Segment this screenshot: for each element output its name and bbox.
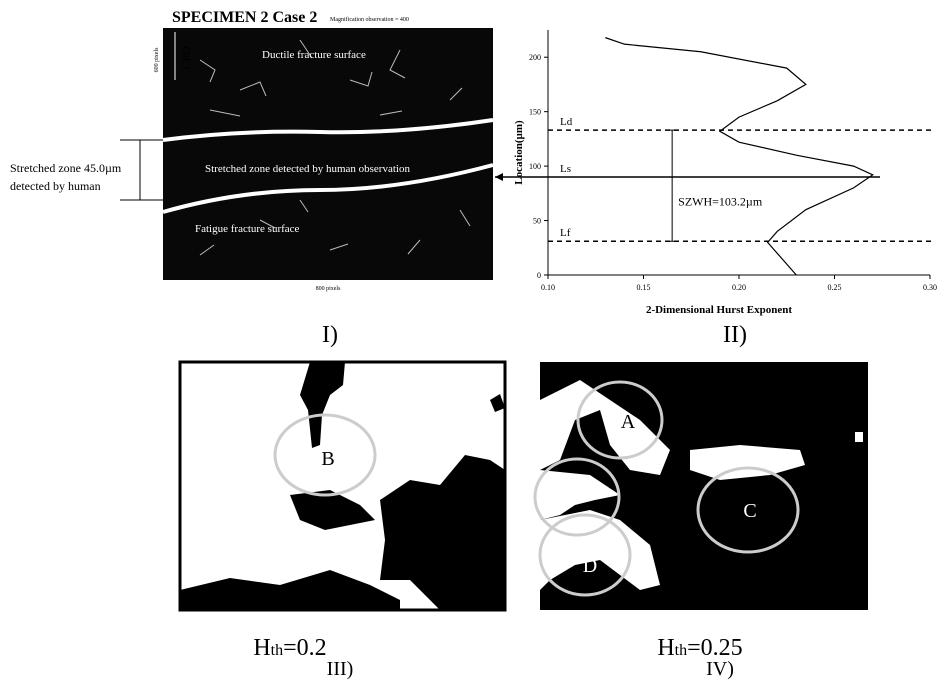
annotation: detected by human: [10, 179, 101, 193]
region-label: Stretched zone detected by human observa…: [205, 163, 410, 175]
region-label: Ductile fracture surface: [262, 49, 366, 61]
magnification: Magnification observation = 400: [330, 16, 409, 23]
caption: I): [322, 322, 338, 348]
arrow-head: [495, 173, 503, 181]
circle-label: A: [621, 411, 636, 433]
y-tick-label: 100: [529, 162, 541, 171]
y-tick-label: 150: [529, 108, 541, 117]
width-label: 800 pixels: [316, 286, 341, 292]
x-tick-label: 0.20: [732, 283, 746, 292]
caption: IV): [706, 658, 734, 680]
axes: [548, 30, 930, 275]
region-label: Fatigue fracture surface: [195, 223, 300, 235]
circle-label: B: [321, 448, 334, 470]
annotation: Stretched zone 45.0µm: [10, 161, 122, 175]
reference-label: Ld: [560, 116, 573, 128]
height-label: 600 pixels: [154, 47, 160, 72]
panel-title: SPECIMEN 2 Case 2: [172, 9, 317, 26]
y-tick-label: 0: [537, 271, 541, 280]
x-tick-label: 0.30: [923, 283, 937, 292]
bracket: [120, 140, 163, 200]
span-bracket: [667, 130, 677, 241]
figure: SPECIMEN 2 Case 2 Magnification observat…: [0, 0, 943, 682]
cpd-label: CPD: [179, 46, 193, 70]
caption: III): [327, 658, 354, 680]
y-tick-label: 200: [529, 53, 541, 62]
y-tick-label: 50: [533, 217, 541, 226]
circle-label: D: [583, 555, 597, 577]
circle-label: C: [743, 500, 756, 522]
line: [605, 38, 872, 275]
y-axis-label: Location(µm): [513, 120, 525, 185]
threshold: Hth=0.2: [253, 635, 326, 661]
caption: II): [723, 322, 747, 348]
x-axis-label: 2-Dimensional Hurst Exponent: [646, 304, 792, 316]
annotation: SZWH=103.2µm: [678, 195, 763, 209]
x-tick-label: 0.25: [828, 283, 842, 292]
reference-label: Ls: [560, 163, 571, 175]
micrograph: [163, 28, 493, 280]
reference-label: Lf: [560, 227, 571, 239]
x-tick-label: 0.15: [637, 283, 651, 292]
circle-label: E: [572, 486, 584, 508]
chart: 0 50 100 150 200 0.10 0.15 0.20 0.25 0.30 2-Dimens…: [495, 30, 937, 348]
x-tick-label: 0.10: [541, 283, 555, 292]
